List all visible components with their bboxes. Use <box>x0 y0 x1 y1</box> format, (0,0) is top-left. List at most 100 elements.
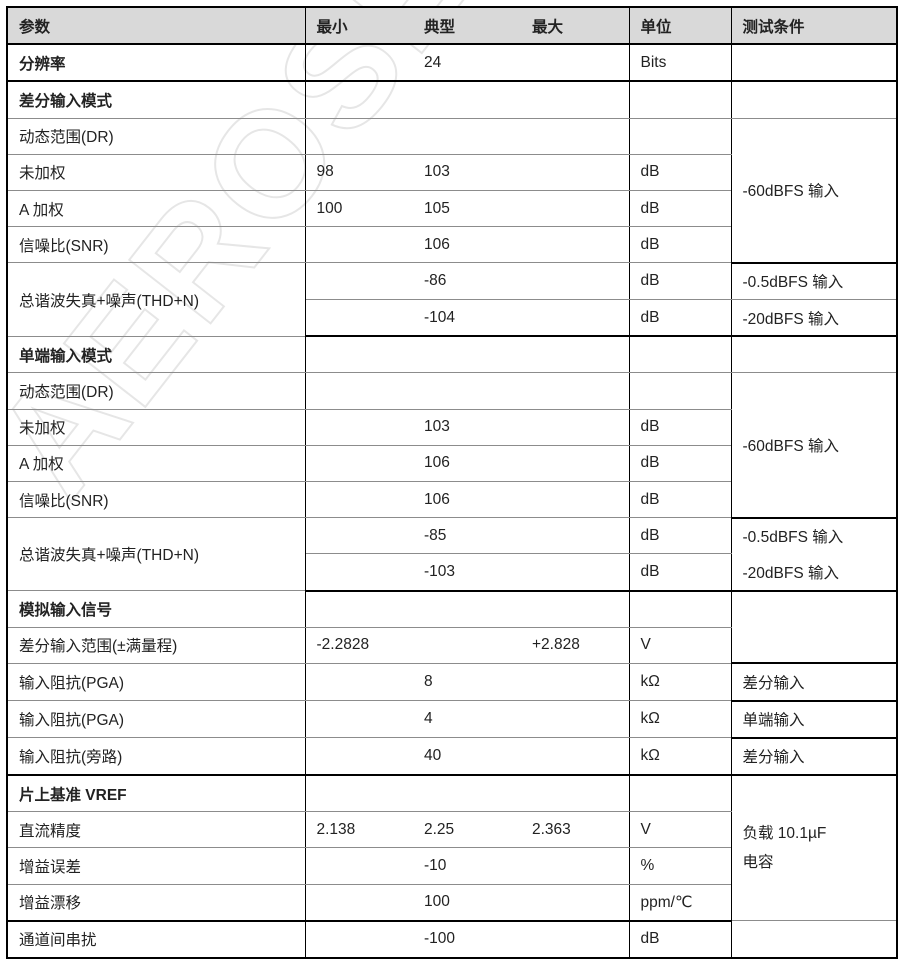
typ-cell <box>413 335 521 374</box>
condition-cell: 单端输入 <box>730 700 898 739</box>
param-cell: 增益误差 <box>6 847 306 885</box>
min-cell: 2.138 <box>304 811 413 849</box>
condition-cell: -20dBFS 输入 <box>730 553 898 592</box>
max-cell <box>521 590 630 628</box>
max-cell <box>521 372 630 410</box>
table-row: -103 dB -20dBFS 输入 <box>7 553 898 592</box>
condition-cell: 负载 10.1µF 电容 <box>730 774 898 922</box>
min-cell: 98 <box>304 153 413 191</box>
table-row: 差分输入模式 <box>6 80 898 119</box>
table-row: 片上基准 VREF 负载 10.1µF 电容 <box>6 774 898 922</box>
unit-cell: dB <box>628 153 732 191</box>
max-cell <box>521 43 630 83</box>
param-cell: A 加权 <box>6 189 306 228</box>
min-cell <box>304 262 413 300</box>
unit-cell: kΩ <box>628 737 732 776</box>
param-cell: 模拟输入信号 <box>6 590 306 628</box>
max-cell <box>521 189 630 228</box>
typ-cell <box>413 117 521 155</box>
unit-cell <box>628 774 732 813</box>
typ-cell: 24 <box>413 43 521 83</box>
table-row: 分辨率 24 Bits <box>6 43 898 83</box>
unit-cell: V <box>628 811 732 849</box>
table-row: 未加权 103 dB <box>6 408 897 446</box>
unit-cell: dB <box>628 553 732 592</box>
header-param: 参数 <box>6 6 306 46</box>
param-cell: 总谐波失真+噪声(THD+N) <box>6 262 306 337</box>
max-cell <box>521 226 630 264</box>
max-cell <box>521 700 630 739</box>
max-cell <box>521 774 630 813</box>
table-row: A 加权 100 105 dB <box>6 189 897 228</box>
table-row: 差分输入范围(±满量程) -2.2828 +2.828 V <box>6 626 897 664</box>
min-cell <box>304 117 413 155</box>
param-cell: 动态范围(DR) <box>6 117 306 155</box>
min-cell <box>304 774 413 813</box>
typ-cell: 2.25 <box>413 811 521 849</box>
typ-cell <box>413 590 521 628</box>
condition-cell <box>730 80 898 119</box>
param-cell: 通道间串扰 <box>6 920 306 959</box>
param-cell: 差分输入范围(±满量程) <box>6 626 306 664</box>
header-unit: 单位 <box>628 6 732 46</box>
table-row: 输入阻抗(旁路) 40 kΩ 差分输入 <box>6 737 898 776</box>
typ-cell: -100 <box>413 920 521 959</box>
table-row: 信噪比(SNR) 106 dB <box>6 226 897 264</box>
condition-cell: -60dBFS 输入 <box>730 372 898 519</box>
table-row: 增益误差 -10% <box>6 847 897 885</box>
max-cell <box>521 553 630 592</box>
min-cell <box>304 920 413 959</box>
min-cell <box>304 517 413 555</box>
min-cell <box>304 700 413 739</box>
typ-cell <box>413 80 521 119</box>
min-cell <box>304 226 413 264</box>
typ-cell <box>413 626 521 664</box>
param-cell: 单端输入模式 <box>6 335 306 374</box>
typ-cell: -86 <box>413 262 521 300</box>
min-cell: -2.2828 <box>304 626 413 664</box>
header-row: 参数 最小 典型 最大 单位 测试条件 <box>6 6 898 46</box>
max-cell <box>521 517 630 555</box>
max-cell <box>521 444 630 482</box>
unit-cell: V <box>628 626 732 664</box>
max-cell <box>521 299 630 338</box>
table-row: 模拟输入信号 <box>6 590 898 665</box>
condition-cell: 差分输入 <box>730 662 898 702</box>
unit-cell: kΩ <box>628 662 732 702</box>
typ-cell: 103 <box>413 408 521 446</box>
typ-cell: -85 <box>413 517 521 555</box>
condition-cell <box>730 335 898 374</box>
typ-cell: 106 <box>413 226 521 264</box>
spec-table: 参数 最小 典型 最大 单位 测试条件 分辨率 24 Bits 差分输入模式 动态范围(… <box>6 6 898 959</box>
param-cell: 信噪比(SNR) <box>6 480 306 519</box>
max-cell <box>521 335 630 374</box>
condition-line: 电容 <box>742 854 774 872</box>
table-row: 总谐波失真+噪声(THD+N) -85 dB -0.5dBFS 输入 <box>6 516 898 591</box>
param-cell: 直流精度 <box>6 811 306 849</box>
unit-cell: Bits <box>628 43 732 83</box>
table-row: A 加权 106 dB <box>6 444 897 482</box>
unit-cell: ppm/℃ <box>628 883 732 922</box>
param-cell: A 加权 <box>6 444 306 482</box>
condition-cell <box>730 43 898 83</box>
param-cell: 分辨率 <box>6 43 306 83</box>
unit-cell <box>628 80 732 119</box>
condition-cell: -20dBFS 输入 <box>730 299 898 338</box>
min-cell <box>304 408 413 446</box>
table-row: 通道间串扰 -100 dB <box>6 920 898 959</box>
table-row: 动态范围(DR) -60dBFS 输入 <box>6 117 898 264</box>
param-cell: 差分输入模式 <box>6 80 306 119</box>
max-cell <box>521 262 630 300</box>
table-row: 输入阻抗(PGA) 4 kΩ 单端输入 <box>6 700 898 739</box>
typ-cell: 105 <box>413 189 521 228</box>
table-row: 信噪比(SNR) 106 dB <box>6 480 897 519</box>
unit-cell <box>628 590 732 628</box>
param-cell: 信噪比(SNR) <box>6 226 306 264</box>
typ-cell: 106 <box>413 444 521 482</box>
max-cell: 2.363 <box>521 811 630 849</box>
condition-cell <box>730 590 898 665</box>
min-cell <box>304 80 413 119</box>
max-cell <box>521 920 630 959</box>
max-cell <box>521 737 630 776</box>
param-cell: 未加权 <box>6 408 306 446</box>
